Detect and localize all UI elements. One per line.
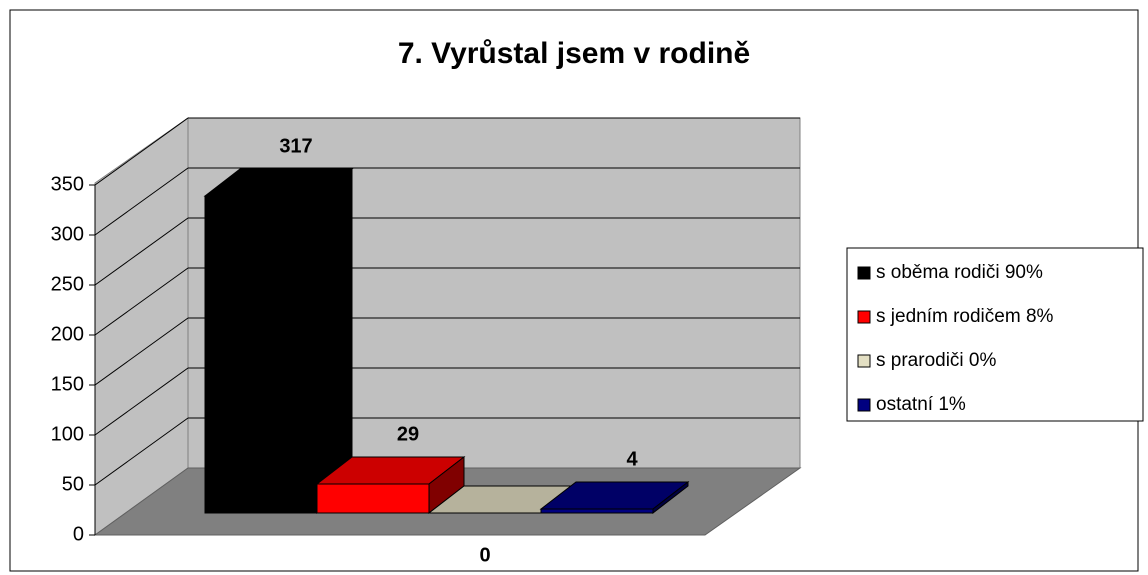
grid-line [94, 267, 189, 336]
bar [316, 483, 430, 514]
chart-title: 7. Vyrůstal jsem v rodině [398, 37, 750, 70]
y-tick-label: 50 [62, 473, 84, 495]
grid-line [94, 417, 189, 486]
side-wall [94, 117, 189, 536]
y-tick-label: 200 [51, 323, 84, 345]
legend-label: s prarodiči 0% [876, 350, 996, 371]
legend-label: s jedním rodičem 8% [876, 306, 1054, 327]
bar [540, 508, 654, 514]
y-tick-label: 250 [51, 273, 84, 295]
grid-line [94, 317, 189, 386]
data-label: 29 [397, 423, 419, 445]
y-tick-label: 350 [51, 173, 84, 195]
y-tick-label: 100 [51, 423, 84, 445]
data-label: 0 [479, 544, 490, 566]
grid-line [94, 217, 189, 286]
y-tick-label: 0 [73, 523, 84, 545]
data-label: 4 [626, 448, 638, 470]
grid-line [94, 367, 189, 436]
bar [204, 195, 318, 514]
grid-line [94, 117, 189, 186]
legend-label: ostatní 1% [876, 394, 966, 415]
data-label: 317 [279, 135, 312, 157]
legend-swatch [857, 266, 871, 280]
legend [846, 247, 1144, 422]
y-tick-label: 150 [51, 373, 84, 395]
y-tick-label: 300 [51, 223, 84, 245]
legend-swatch [857, 398, 871, 412]
grid-line [94, 167, 189, 236]
legend-swatch [857, 310, 871, 324]
legend-label: s oběma rodiči 90% [876, 262, 1043, 283]
legend-swatch [857, 354, 871, 368]
